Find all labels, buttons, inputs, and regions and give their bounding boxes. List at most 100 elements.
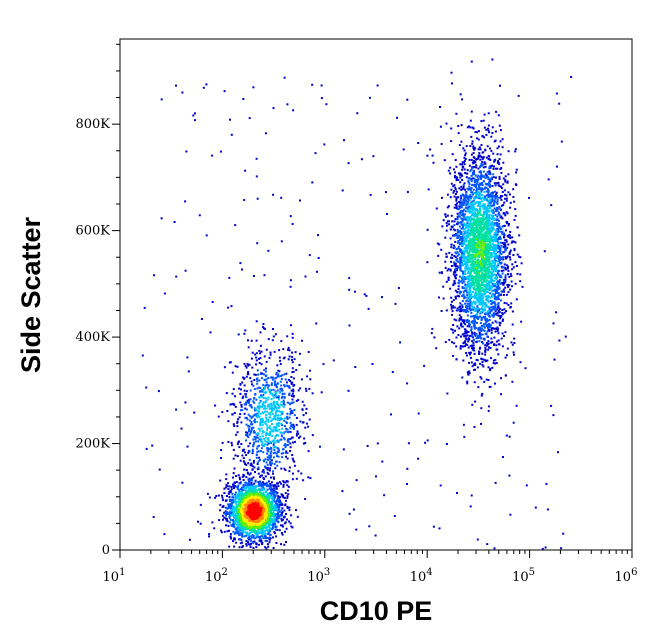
- data-point: [266, 468, 269, 471]
- data-point: [457, 240, 460, 242]
- data-point: [246, 482, 249, 485]
- data-point: [480, 164, 483, 167]
- data-point: [491, 273, 494, 276]
- data-point: [454, 193, 457, 195]
- data-point: [234, 365, 237, 368]
- data-point: [445, 229, 448, 232]
- data-point: [192, 114, 195, 117]
- data-point: [320, 391, 323, 394]
- data-point: [386, 213, 388, 215]
- data-point: [244, 365, 247, 367]
- data-point: [483, 222, 486, 225]
- data-point: [468, 275, 471, 278]
- data-point: [498, 250, 501, 253]
- data-point: [470, 153, 473, 156]
- data-point: [268, 456, 271, 459]
- data-point: [544, 546, 547, 549]
- data-point: [496, 288, 499, 291]
- data-point: [242, 376, 245, 379]
- data-point: [498, 163, 501, 166]
- data-point: [290, 394, 293, 397]
- data-point: [279, 514, 282, 517]
- data-point: [259, 435, 262, 438]
- data-point: [500, 253, 503, 256]
- data-point: [266, 426, 269, 429]
- data-point: [283, 522, 286, 525]
- data-point: [450, 188, 453, 191]
- data-point: [505, 197, 508, 200]
- data-point: [466, 343, 469, 346]
- data-point: [250, 478, 253, 481]
- data-point: [495, 313, 498, 316]
- data-point: [466, 382, 469, 385]
- data-point: [259, 405, 262, 408]
- data-point: [504, 214, 507, 217]
- data-point: [450, 214, 453, 217]
- data-point: [481, 363, 484, 366]
- data-point: [215, 495, 218, 497]
- data-point: [446, 220, 449, 223]
- data-point: [454, 174, 457, 177]
- data-point: [278, 356, 281, 359]
- data-point: [267, 396, 270, 399]
- data-point: [289, 279, 292, 282]
- data-point: [394, 302, 397, 305]
- data-point: [184, 401, 187, 404]
- data-point: [465, 238, 468, 241]
- data-point: [469, 208, 472, 211]
- data-point: [247, 478, 250, 481]
- data-point: [279, 496, 282, 499]
- data-point: [492, 359, 495, 362]
- data-point: [501, 195, 504, 198]
- data-point: [281, 507, 284, 510]
- data-point: [435, 347, 438, 350]
- data-point: [270, 447, 273, 450]
- data-point: [480, 218, 483, 221]
- data-point: [488, 325, 491, 327]
- data-point: [372, 155, 375, 158]
- data-point: [483, 203, 486, 206]
- data-point: [275, 487, 278, 490]
- data-point: [460, 317, 462, 320]
- data-point: [525, 484, 528, 487]
- data-point: [381, 296, 383, 299]
- data-point: [467, 181, 470, 184]
- data-point: [274, 494, 277, 497]
- data-point: [472, 363, 475, 366]
- data-point: [482, 151, 485, 154]
- data-point: [232, 508, 235, 510]
- data-point: [467, 299, 470, 301]
- data-point: [470, 135, 473, 138]
- data-point: [257, 357, 260, 360]
- data-point: [250, 462, 253, 465]
- data-point: [468, 294, 471, 297]
- data-point: [280, 452, 283, 455]
- data-point: [262, 536, 265, 539]
- data-point: [488, 319, 491, 321]
- data-point: [500, 269, 503, 272]
- data-point: [240, 487, 243, 490]
- data-point: [275, 492, 278, 495]
- data-point: [279, 503, 281, 506]
- data-point: [486, 283, 488, 286]
- data-point: [485, 186, 488, 189]
- data-point: [459, 262, 461, 265]
- data-point: [263, 470, 265, 473]
- data-point: [463, 319, 465, 322]
- data-point: [473, 294, 476, 297]
- data-point: [481, 160, 484, 163]
- data-point: [266, 543, 269, 546]
- data-point: [496, 286, 499, 289]
- data-point: [442, 219, 445, 222]
- data-point: [273, 520, 276, 523]
- data-point: [495, 278, 498, 281]
- data-point: [276, 503, 279, 506]
- data-point: [500, 227, 503, 230]
- data-point: [461, 210, 464, 212]
- data-point: [256, 463, 259, 465]
- data-point: [503, 244, 506, 247]
- data-point: [487, 313, 490, 316]
- data-point: [288, 349, 291, 352]
- data-point: [275, 542, 278, 544]
- data-point: [482, 358, 485, 361]
